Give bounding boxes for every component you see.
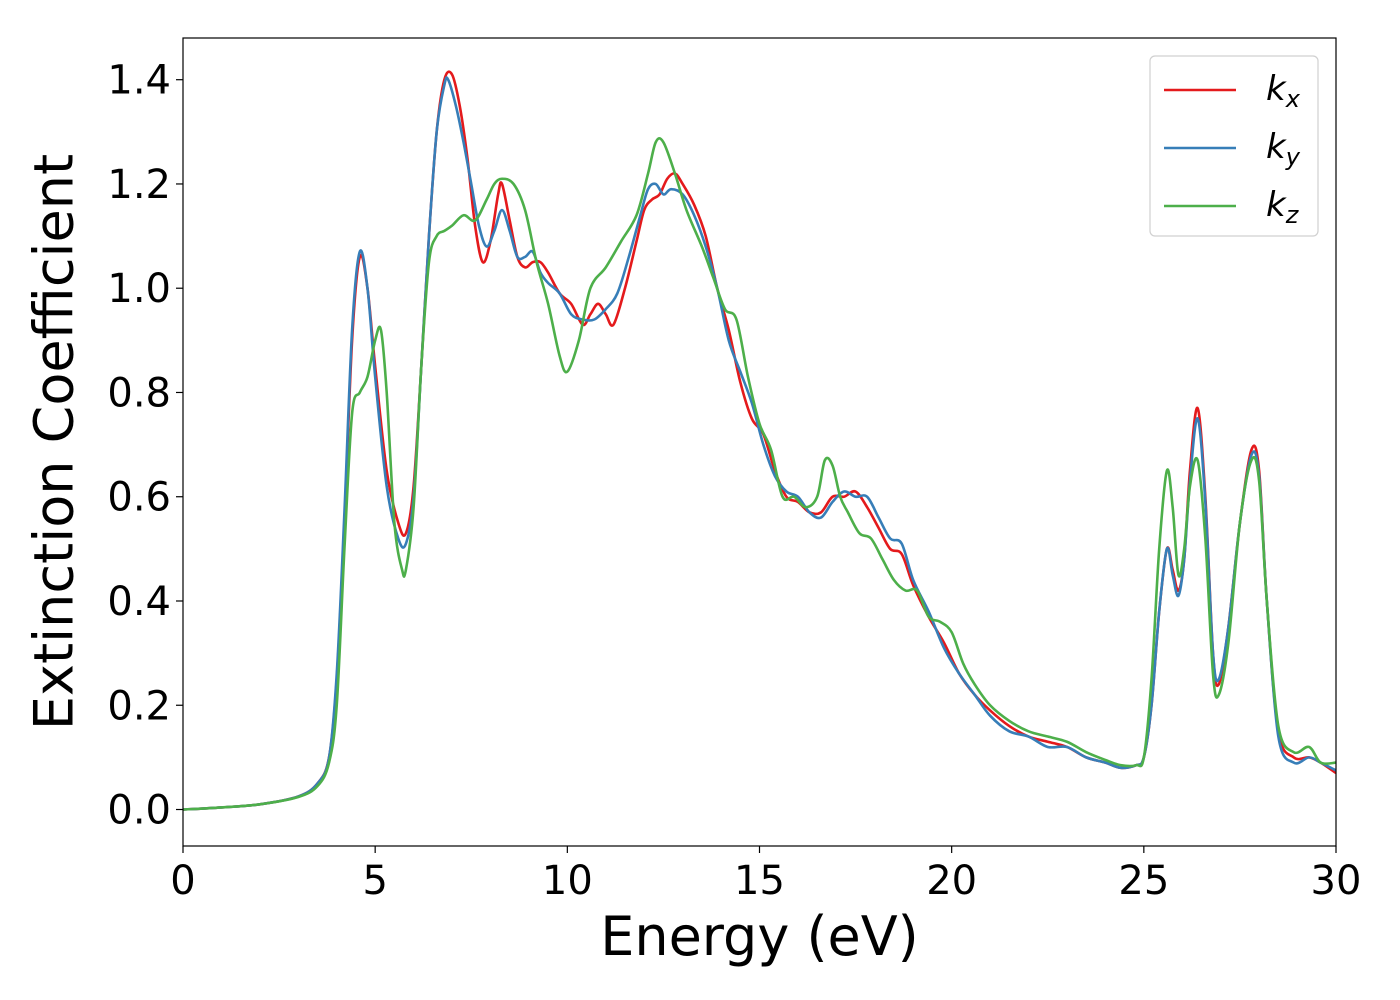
y-tick-label: 0.6: [107, 475, 171, 521]
y-axis-label: Extinction Coefficient: [23, 154, 86, 730]
legend-label-z: kz: [1266, 185, 1300, 229]
y-axis-ticks: 0.0 0.2 0.4 0.6 0.8 1.0 1.2 1.4: [107, 58, 183, 834]
y-tick-label: 0.4: [107, 579, 171, 625]
series-layer: [183, 70, 1336, 811]
x-tick-label: 5: [362, 858, 387, 904]
y-tick-label: 1.4: [107, 58, 171, 104]
series-line-k-z: [183, 137, 1336, 811]
legend-box: [1149, 55, 1319, 237]
legend-label-x: kx: [1266, 69, 1301, 113]
x-tick-label: 0: [170, 858, 195, 904]
x-tick-label: 25: [1118, 858, 1169, 904]
y-tick-label: 0.8: [107, 370, 171, 416]
x-tick-label: 15: [734, 858, 785, 904]
y-tick-label: 0.0: [107, 788, 171, 834]
x-tick-label: 10: [542, 858, 593, 904]
x-axis-ticks: 0 5 10 15 20 25 30: [170, 846, 1361, 904]
x-axis-label: Energy (eV): [600, 905, 919, 968]
y-tick-label: 1.0: [107, 266, 171, 312]
legend: kx ky kz: [1149, 55, 1319, 237]
x-tick-label: 20: [926, 858, 977, 904]
y-tick-label: 0.2: [107, 683, 171, 729]
x-tick-label: 30: [1311, 858, 1362, 904]
y-tick-label: 1.2: [107, 162, 171, 208]
legend-label-y: ky: [1266, 127, 1301, 171]
